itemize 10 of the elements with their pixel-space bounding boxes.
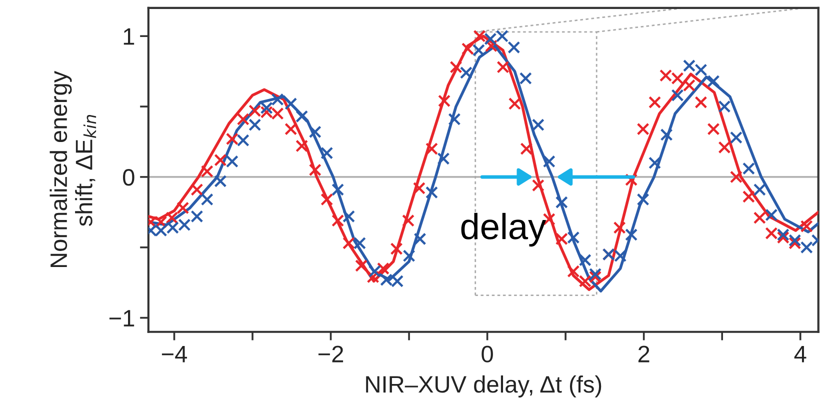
x-tick-label: −4 [162,346,188,362]
y-tick-label: −1 [109,310,134,326]
x-tick-label: 2 [638,346,650,362]
x-tick-label: 4 [794,346,806,362]
y-tick-label: 0 [123,169,134,186]
x-tick-label: −2 [318,346,344,362]
x-axis-title: NIR–XUV delay, Δt (fs) [366,375,602,398]
y-axis-title: Normalized energy shift, ΔE$_{kin}$ [50,70,96,268]
x-tick-label: 0 [482,346,493,362]
y-tick-label: 1 [124,28,134,45]
